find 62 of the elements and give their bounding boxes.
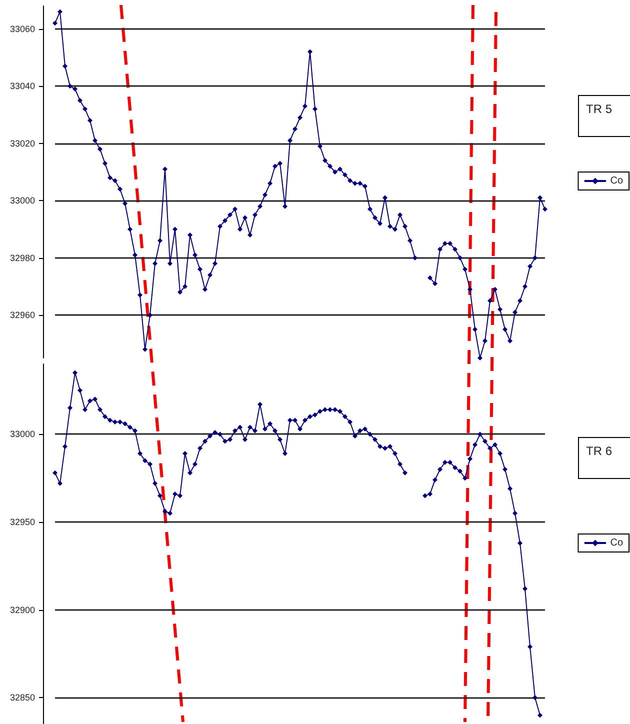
point [462, 266, 468, 272]
y-tick-label: 32950 [10, 517, 35, 528]
point [432, 477, 438, 482]
point [438, 246, 442, 252]
y-tick-label: 32960 [10, 310, 35, 320]
point [442, 460, 448, 465]
point [422, 493, 428, 498]
y-tick-label: 33040 [10, 81, 35, 92]
point [498, 451, 502, 456]
point [462, 476, 468, 481]
point [502, 326, 508, 332]
point [492, 442, 498, 448]
point [478, 356, 482, 360]
point [522, 586, 528, 592]
point [488, 446, 492, 451]
legend-label: Co [610, 176, 624, 186]
y-tick-label: 32980 [10, 252, 35, 263]
point [472, 442, 478, 448]
point [528, 264, 532, 269]
point [432, 281, 438, 286]
point [492, 286, 498, 292]
point [508, 338, 512, 344]
point [442, 241, 448, 246]
point [502, 466, 508, 472]
point [538, 195, 542, 200]
point [512, 510, 518, 516]
point [542, 206, 548, 212]
point [448, 241, 452, 246]
y-tick-label: 33020 [10, 138, 35, 148]
point [528, 644, 532, 650]
point [478, 432, 482, 437]
point [468, 286, 472, 292]
point [498, 306, 502, 312]
point [458, 255, 462, 260]
point [438, 466, 442, 472]
point [428, 491, 432, 496]
point [508, 486, 512, 492]
point [512, 310, 518, 315]
point [472, 326, 478, 332]
point [448, 460, 452, 465]
y-tick-label: 33000 [10, 196, 35, 206]
point [518, 540, 522, 546]
text: TR 5 [586, 102, 612, 116]
y-tick-label: 33000 [10, 429, 35, 440]
point [482, 338, 488, 344]
point [532, 255, 538, 260]
point [522, 284, 528, 289]
legend-label: Co [610, 538, 624, 548]
point [452, 246, 458, 252]
point [518, 298, 522, 304]
point [468, 456, 472, 462]
text: TR 6 [586, 444, 612, 458]
y-tick-label: 33060 [10, 24, 35, 34]
y-tick-label: 32900 [10, 604, 35, 615]
point [538, 712, 542, 718]
y-tick-label: 32850 [10, 692, 35, 703]
point [458, 468, 462, 474]
point [488, 298, 492, 304]
point [428, 275, 432, 280]
point [532, 695, 538, 700]
point [482, 438, 488, 444]
point [452, 465, 458, 470]
